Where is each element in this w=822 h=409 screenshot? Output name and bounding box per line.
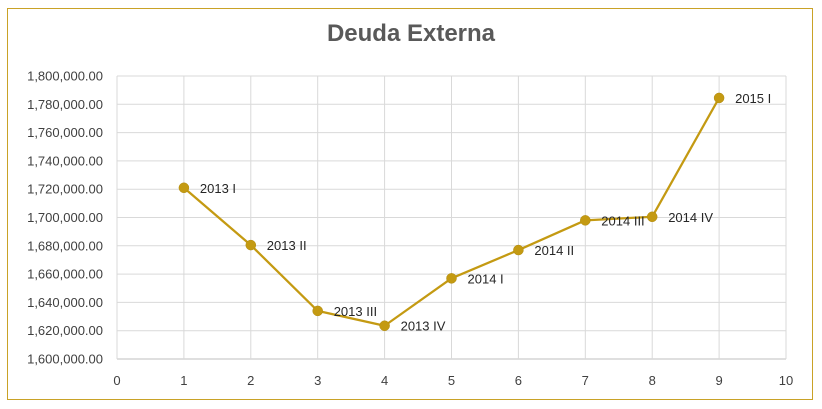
y-tick-label: 1,720,000.00 bbox=[27, 182, 103, 197]
x-tick-label: 2 bbox=[247, 373, 254, 388]
x-tick-label: 9 bbox=[715, 373, 722, 388]
data-label: 2013 IV bbox=[401, 319, 446, 334]
y-tick-label: 1,640,000.00 bbox=[27, 295, 103, 310]
chart-frame bbox=[7, 8, 813, 400]
data-point bbox=[379, 320, 390, 331]
y-tick-label: 1,600,000.00 bbox=[27, 352, 103, 367]
chart-title: Deuda Externa bbox=[326, 20, 496, 47]
x-tick-label: 10 bbox=[779, 373, 793, 388]
y-axis-ticks: 1,600,000.00 1,620,000.00 1,640,000.00 1,66… bbox=[27, 69, 103, 367]
data-label: 2015 I bbox=[735, 91, 771, 106]
data-label: 2013 II bbox=[267, 238, 307, 253]
gridlines bbox=[116, 75, 787, 360]
data-point bbox=[713, 92, 725, 104]
x-tick-label: 8 bbox=[649, 373, 656, 388]
data-point bbox=[446, 273, 457, 284]
data-point bbox=[513, 244, 524, 256]
data-label: 2014 II bbox=[534, 243, 574, 258]
y-tick-label: 1,680,000.00 bbox=[27, 238, 103, 253]
y-tick-label: 1,620,000.00 bbox=[27, 323, 103, 338]
y-tick-label: 1,740,000.00 bbox=[27, 153, 103, 168]
y-tick-label: 1,760,000.00 bbox=[27, 125, 103, 140]
x-tick-label: 3 bbox=[314, 373, 321, 388]
y-tick-label: 1,700,000.00 bbox=[27, 210, 103, 225]
data-label: 2014 III bbox=[601, 213, 644, 228]
data-label: 2013 I bbox=[200, 181, 236, 196]
data-label: 2013 III bbox=[334, 304, 377, 319]
x-tick-label: 6 bbox=[515, 373, 522, 388]
series-points bbox=[178, 92, 725, 331]
data-labels: 2013 I 2013 II 2013 III 2013 IV 2014 I 2014 I… bbox=[200, 91, 771, 334]
data-point bbox=[312, 305, 323, 317]
y-tick-label: 1,660,000.00 bbox=[27, 267, 103, 282]
x-tick-label: 7 bbox=[582, 373, 589, 388]
data-point bbox=[580, 215, 591, 226]
y-tick-label: 1,780,000.00 bbox=[27, 97, 103, 112]
x-tick-label: 4 bbox=[381, 373, 388, 388]
x-tick-label: 0 bbox=[113, 373, 120, 388]
x-axis-ticks: 0 1 2 3 4 5 6 7 8 9 10 bbox=[113, 373, 793, 388]
data-label: 2014 IV bbox=[668, 210, 713, 225]
data-label: 2014 I bbox=[468, 271, 504, 286]
data-point bbox=[646, 211, 658, 223]
data-point bbox=[178, 182, 190, 194]
data-point bbox=[245, 239, 257, 251]
x-tick-label: 5 bbox=[448, 373, 455, 388]
x-tick-label: 1 bbox=[180, 373, 187, 388]
y-tick-label: 1,800,000.00 bbox=[27, 69, 103, 84]
